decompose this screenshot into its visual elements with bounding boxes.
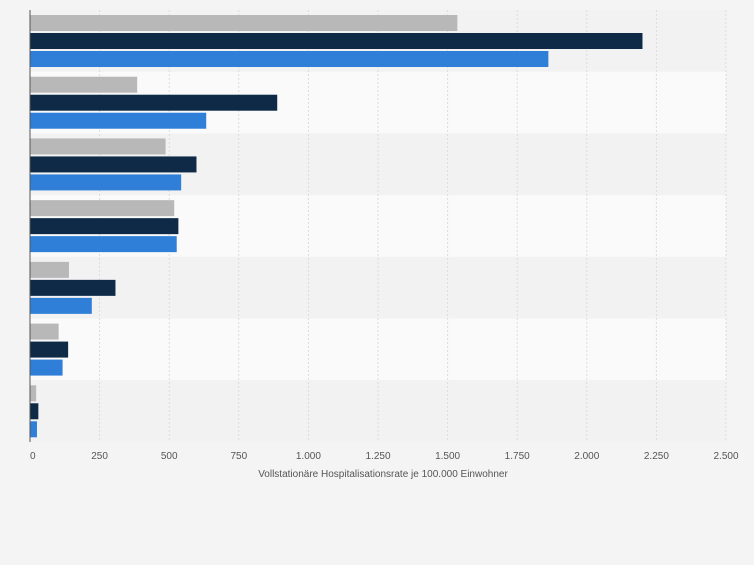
bar [30, 421, 37, 438]
x-tick-label: 1.250 [365, 451, 390, 462]
bar [30, 236, 177, 253]
bar [30, 297, 92, 314]
bar [30, 261, 69, 278]
bar [30, 174, 182, 191]
bars [30, 15, 643, 438]
x-tick-label: 500 [161, 451, 178, 462]
bar [30, 94, 278, 111]
x-tick-label: 750 [230, 451, 247, 462]
x-tick-label: 1.750 [505, 451, 530, 462]
bar [30, 385, 37, 402]
bar [30, 138, 166, 155]
x-tick-label: 1.500 [435, 451, 460, 462]
bar [30, 51, 549, 67]
x-tick-label: 0 [30, 451, 36, 462]
x-tick-label: 250 [91, 451, 108, 462]
bar [30, 112, 207, 129]
x-tick-label: 2.500 [713, 451, 738, 462]
x-tick-labels: 0 250 500 750 1.000 1.250 1.500 1.750 2.000 2.250… [30, 451, 739, 462]
x-tick-label: 2.000 [574, 451, 599, 462]
bar [30, 15, 458, 31]
x-axis-label: Vollstationäre Hospitalisationsrate je 1… [258, 469, 508, 480]
bar [30, 279, 116, 296]
x-tick-label: 1.000 [296, 451, 321, 462]
bar [30, 323, 59, 340]
bar [30, 33, 643, 49]
x-tick-label: 2.250 [644, 451, 669, 462]
bar [30, 359, 63, 376]
bar [30, 218, 179, 235]
bar [30, 156, 197, 173]
bar [30, 403, 39, 420]
bar [30, 200, 175, 217]
bar [30, 76, 138, 93]
bar [30, 341, 69, 358]
